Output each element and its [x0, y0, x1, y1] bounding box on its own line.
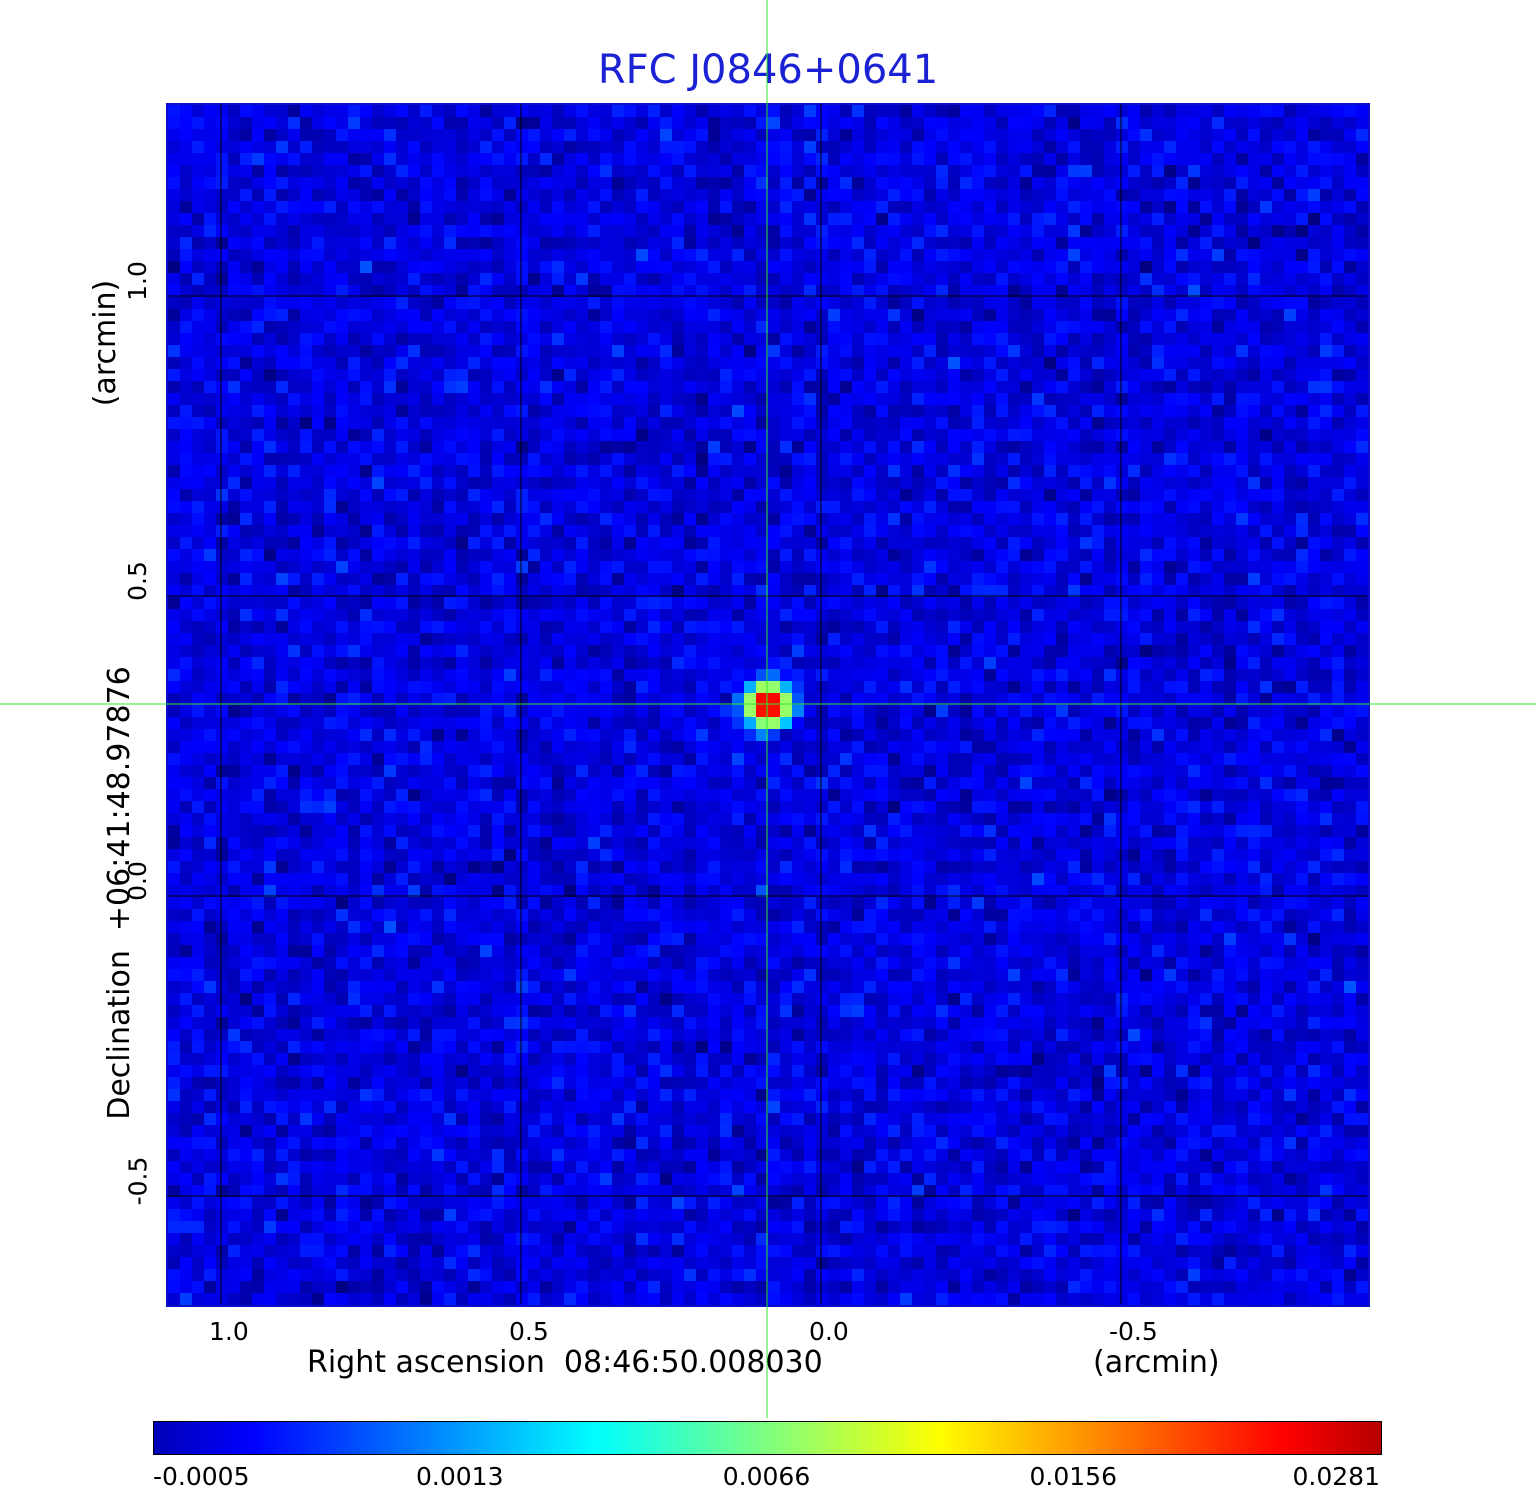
colorbar-tick-label: 0.0066 [722, 1462, 811, 1491]
intensity-heatmap [168, 105, 1368, 1305]
x-axis-unit: (arcmin) [1093, 1345, 1220, 1380]
y-axis-unit: (arcmin) [88, 279, 123, 407]
y-tick-label: 1.0 [122, 261, 152, 301]
x-tick-label: 1.0 [209, 1317, 249, 1346]
chart-title: RFC J0846+0641 [597, 47, 939, 93]
colorbar-tick-label: -0.0005 [153, 1462, 250, 1491]
x-tick-label: -0.5 [1109, 1317, 1158, 1346]
y-tick-label: -0.5 [123, 1156, 152, 1206]
y-axis-label: Declination +06:41:48.97876 [102, 666, 137, 1120]
colorbar [153, 1421, 1382, 1455]
y-tick-label: 0.5 [122, 561, 152, 601]
x-tick-label: 0.5 [509, 1317, 549, 1346]
colorbar-tick-label: 0.0013 [416, 1462, 504, 1491]
x-tick-label: 0.0 [809, 1317, 849, 1346]
image-plot-area[interactable] [166, 103, 1370, 1307]
colorbar-tick-label: 0.0156 [1029, 1462, 1117, 1491]
x-axis-label: Right ascension 08:46:50.008030 [307, 1345, 823, 1380]
colorbar-tick-label: 0.0281 [1292, 1462, 1380, 1491]
